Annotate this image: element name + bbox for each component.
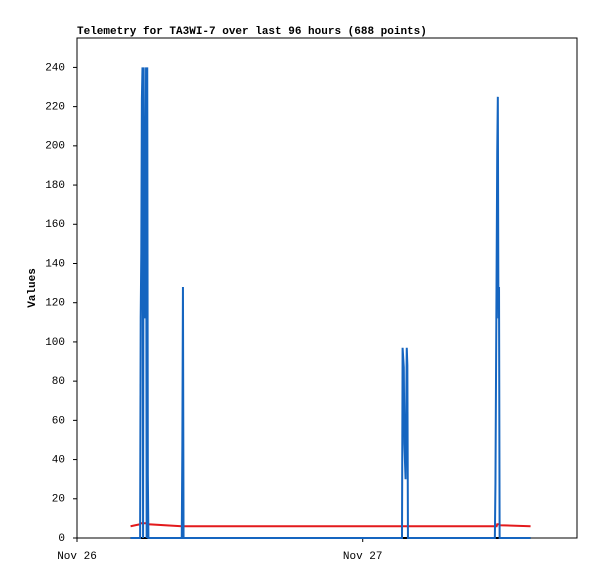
x-tick-label: Nov 27 <box>343 551 383 563</box>
y-tick-label: 80 <box>52 376 65 388</box>
y-tick-label: 220 <box>45 102 65 114</box>
y-tick-label: 240 <box>45 62 65 74</box>
y-tick-label: 160 <box>45 219 65 231</box>
y-tick-label: 40 <box>52 454 65 466</box>
y-tick-label: 60 <box>52 415 65 427</box>
x-tick-label: Nov 26 <box>57 551 97 563</box>
y-tick-label: 120 <box>45 298 65 310</box>
series-line <box>130 67 531 539</box>
y-axis-label: Values <box>27 268 39 308</box>
y-tick-label: 20 <box>52 494 65 506</box>
chart-title: Telemetry for TA3WI-7 over last 96 hours… <box>77 26 427 38</box>
y-tick-label: 200 <box>45 141 65 153</box>
y-tick-label: 100 <box>45 337 65 349</box>
y-tick-label: 140 <box>45 258 65 270</box>
y-tick-label: 180 <box>45 180 65 192</box>
y-tick-label: 0 <box>58 533 65 545</box>
